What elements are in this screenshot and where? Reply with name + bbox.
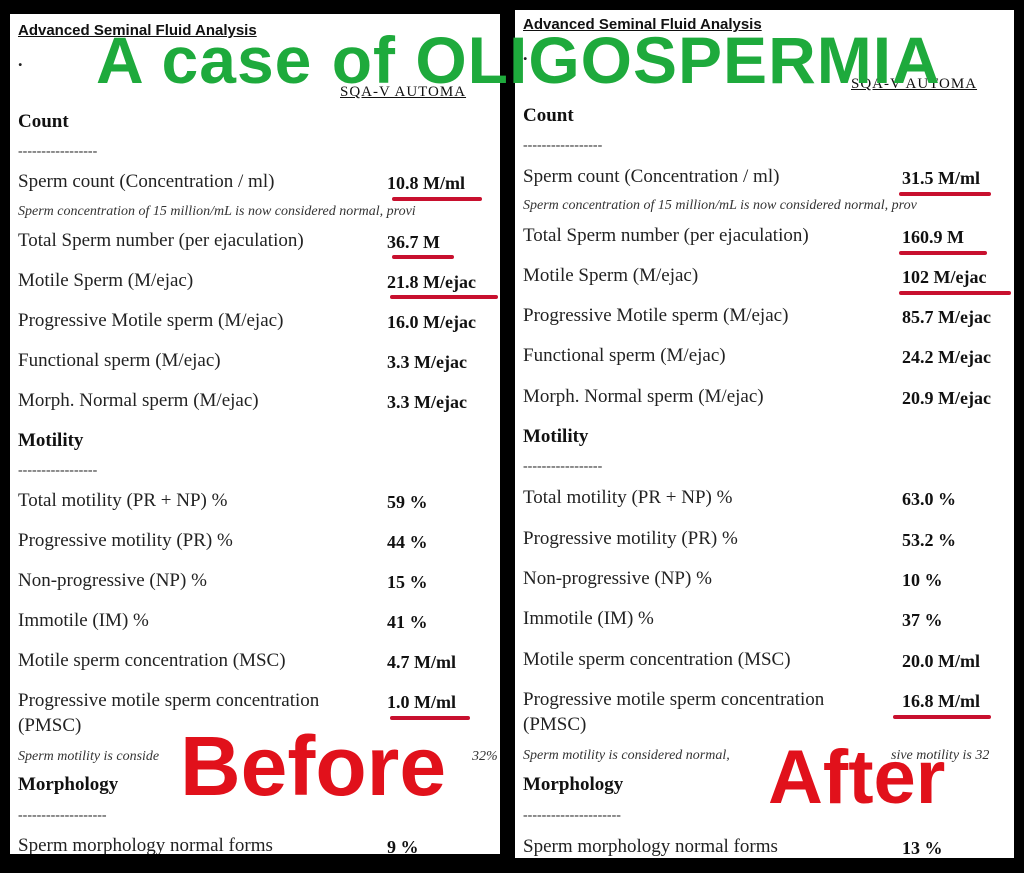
immotile-value: 37 % [902,610,943,630]
motility-section-title: Motility [18,430,84,451]
dot-mark: . [523,44,528,64]
red-underline [893,715,991,719]
morph-normal-label: Morph. Normal sperm (M/ejac) [18,390,259,411]
red-underline [390,295,498,299]
non-progressive-value: 15 % [387,572,428,592]
progressive-motile-label: Progressive Motile sperm (M/ejac) [523,305,789,326]
total-sperm-label: Total Sperm number (per ejaculation) [18,230,304,251]
normal-forms-value: 9 % [387,837,419,854]
progressive-motile-label: Progressive Motile sperm (M/ejac) [18,310,284,331]
total-motility-label: Total motility (PR + NP) % [18,490,228,511]
motile-sperm-value: 21.8 M/ejac [387,272,476,292]
total-sperm-value: 160.9 M [902,227,964,247]
case-title-overlay: A case of OLIGOSPERMIA [96,23,941,97]
immotile-value: 41 % [387,612,428,632]
non-progressive-label: Non-progressive (NP) % [523,568,712,589]
progressive-motility-label: Progressive motility (PR) % [18,530,233,551]
report-header: Advanced Seminal Fluid Analysis [523,16,762,33]
red-underline [392,197,482,201]
divider: ----------------- [523,459,603,474]
pmsc-label-abbr: (PMSC) [523,714,587,735]
divider: --------------------- [523,808,621,823]
divider: ----------------- [18,463,98,478]
concentration-note: Sperm concentration of 15 million/mL is … [523,198,917,213]
red-underline [390,716,470,720]
progressive-motile-value: 85.7 M/ejac [902,307,991,327]
msc-value: 20.0 M/ml [902,651,980,671]
morph-normal-value: 3.3 M/ejac [387,392,467,412]
pmsc-value: 16.8 M/ml [902,691,980,711]
motile-sperm-label: Motile Sperm (M/ejac) [18,270,194,291]
msc-label: Motile sperm concentration (MSC) [18,650,286,671]
red-underline [899,251,987,255]
sqa-header: SQA-V AUTOMA [340,84,467,100]
concentration-note: Sperm concentration of 15 million/mL is … [18,204,416,219]
pmsc-label: Progressive motile sperm concentration [523,689,825,710]
motility-note: Sperm motility is considered normal, [523,748,730,763]
sperm-count-value: 10.8 M/ml [387,173,465,193]
functional-sperm-label: Functional sperm (M/ejac) [18,350,221,371]
motility-section-title: Motility [523,426,589,447]
red-underline [899,291,1011,295]
functional-sperm-value: 24.2 M/ejac [902,347,991,367]
progressive-motility-value: 53.2 % [902,530,956,550]
total-motility-value: 59 % [387,492,428,512]
motility-note-tail: sive motility is 32 [891,748,990,763]
motile-sperm-value: 102 M/ejac [902,267,987,287]
normal-forms-label: Sperm morphology normal forms [523,836,778,857]
dot-mark: . [18,50,23,70]
pmsc-value: 1.0 M/ml [387,692,456,712]
report-header: Advanced Seminal Fluid Analysis [18,22,257,39]
pmsc-label: Progressive motile sperm concentration [18,690,320,711]
motility-note: Sperm motility is conside [18,749,160,764]
divider: ----------------- [18,144,98,159]
msc-label: Motile sperm concentration (MSC) [523,649,791,670]
progressive-motility-value: 44 % [387,532,428,552]
immotile-label: Immotile (IM) % [18,610,149,631]
before-report-panel: Advanced Seminal Fluid Analysis . SQA-V … [10,14,500,854]
progressive-motile-value: 16.0 M/ejac [387,312,476,332]
msc-value: 4.7 M/ml [387,652,456,672]
functional-sperm-label: Functional sperm (M/ejac) [523,345,726,366]
motile-sperm-label: Motile Sperm (M/ejac) [523,265,699,286]
total-motility-value: 63.0 % [902,489,956,509]
before-label: Before [180,719,447,813]
immotile-label: Immotile (IM) % [523,608,654,629]
motility-note-tail: 32% [472,749,498,764]
count-section-title: Count [18,111,69,132]
total-sperm-value: 36.7 M [387,232,440,252]
total-motility-label: Total motility (PR + NP) % [523,487,733,508]
non-progressive-label: Non-progressive (NP) % [18,570,207,591]
morph-normal-value: 20.9 M/ejac [902,388,991,408]
functional-sperm-value: 3.3 M/ejac [387,352,467,372]
divider: ------------------- [18,808,107,823]
red-underline [899,192,991,196]
sperm-count-label: Sperm count (Concentration / ml) [18,171,275,192]
progressive-motility-label: Progressive motility (PR) % [523,528,738,549]
red-underline [392,255,454,259]
count-section-title: Count [523,105,574,126]
sperm-count-label: Sperm count (Concentration / ml) [523,166,780,187]
total-sperm-label: Total Sperm number (per ejaculation) [523,225,809,246]
morphology-section-title: Morphology [523,774,624,795]
normal-forms-value: 13 % [902,838,943,858]
sperm-count-value: 31.5 M/ml [902,168,980,188]
morph-normal-label: Morph. Normal sperm (M/ejac) [523,386,764,407]
morphology-section-title: Morphology [18,774,119,795]
after-report-panel: Advanced Seminal Fluid Analysis . SQA-V … [515,10,1014,858]
sqa-header: SQA-V AUTOMA [851,76,978,92]
non-progressive-value: 10 % [902,570,943,590]
normal-forms-label: Sperm morphology normal forms [18,835,273,854]
after-label: After [768,735,946,820]
divider: ----------------- [523,138,603,153]
pmsc-label-abbr: (PMSC) [18,715,82,736]
